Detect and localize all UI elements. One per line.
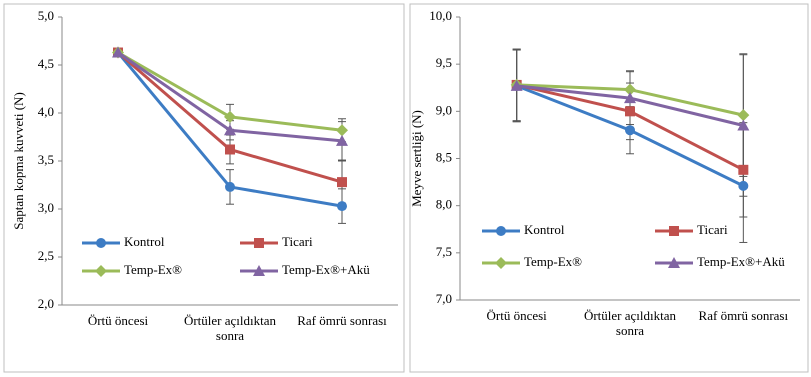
data-point: [336, 134, 348, 146]
y-tick-label: 9,5: [436, 55, 452, 70]
x-tick-label: Örtü öncesi: [87, 313, 149, 328]
legend-label: Temp-Ex®: [524, 254, 582, 269]
y-tick-label: 3,0: [38, 200, 54, 215]
data-point: [112, 46, 124, 58]
legend-label: Temp-Ex®: [124, 262, 182, 277]
y-tick-label: 4,5: [38, 56, 54, 71]
data-point: [737, 119, 750, 131]
y-tick-label: 2,5: [38, 248, 54, 263]
legend-swatch-marker: [95, 265, 107, 277]
y-tick-label: 8,0: [436, 197, 452, 212]
data-point: [624, 83, 636, 96]
x-tick-label: Raf ömrü sonrası: [698, 308, 789, 323]
data-point: [337, 177, 347, 188]
data-point: [224, 110, 236, 123]
legend-swatch-marker: [669, 226, 679, 236]
y-tick-label: 9,0: [436, 102, 452, 117]
y-tick-label: 10,0: [429, 8, 452, 23]
x-tick-label: Örtüler açıldıktan sonra: [583, 308, 677, 338]
legend-label: Temp-Ex®+Akü: [282, 262, 370, 277]
legend-swatch-marker: [496, 226, 506, 236]
y-tick-label: 8,5: [436, 149, 452, 164]
y-tick-label: 7,0: [436, 291, 452, 306]
data-point: [225, 181, 235, 192]
legend-label: Kontrol: [524, 222, 565, 237]
legend-swatch-marker: [495, 257, 507, 269]
data-point: [225, 144, 235, 155]
x-tick-label: Örtüler açıldıktan sonra: [183, 313, 277, 343]
legend-swatch-marker: [668, 257, 680, 268]
data-point: [224, 124, 236, 136]
data-point: [624, 92, 636, 104]
panel-border: [3, 3, 405, 373]
data-point: [510, 79, 523, 91]
legend-label: Temp-Ex®+Akü: [697, 254, 785, 269]
y-axis-label: Meyve sertliği (N): [409, 110, 424, 207]
data-point: [337, 201, 347, 212]
y-tick-label: 3,5: [38, 152, 54, 167]
y-tick-label: 5,0: [38, 8, 54, 23]
x-label-box: Örtü öncesi: [486, 308, 547, 323]
x-tick-label: Örtü öncesi: [486, 308, 547, 323]
data-point: [336, 124, 348, 137]
data-point: [625, 106, 635, 117]
legend-swatch-marker: [253, 265, 265, 276]
x-label-box: Örtüler açıldıktan sonra: [183, 313, 277, 343]
y-axis-label: Saptan kopma kuvveti (N): [11, 92, 26, 230]
data-point: [738, 164, 749, 175]
legend-label: Kontrol: [124, 234, 165, 249]
legend-swatch-marker: [254, 238, 264, 248]
legend-label: Ticari: [697, 222, 728, 237]
data-point: [738, 180, 749, 191]
legend-swatch-marker: [96, 238, 106, 248]
panel-border: [409, 3, 809, 373]
legend-label: Ticari: [282, 234, 313, 249]
x-tick-label: Raf ömrü sonrası: [297, 313, 387, 328]
data-point: [625, 125, 635, 136]
x-label-box: Raf ömrü sonrası: [698, 308, 789, 323]
y-tick-label: 7,5: [436, 244, 452, 259]
x-label-box: Örtüler açıldıktan sonra: [583, 308, 677, 338]
y-tick-label: 2,0: [38, 296, 54, 311]
data-point: [737, 109, 750, 122]
x-label-box: Raf ömrü sonrası: [297, 313, 387, 328]
x-label-box: Örtü öncesi: [87, 313, 149, 328]
y-tick-label: 4,0: [38, 104, 54, 119]
